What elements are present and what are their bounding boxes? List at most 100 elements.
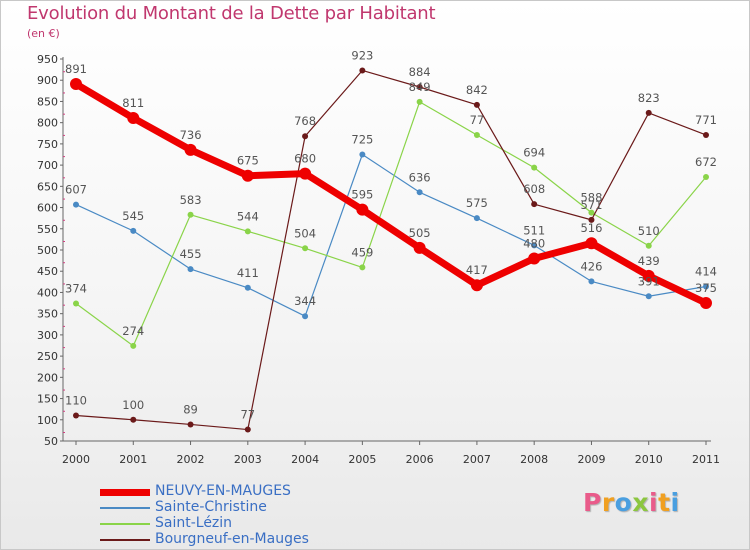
series-layer: [70, 67, 712, 433]
data-label-saint-l-zin: 544: [237, 209, 259, 223]
data-point-saint-l-zin: [187, 211, 194, 218]
data-point-sainte-christine: [645, 293, 652, 300]
legend-label: NEUVY-EN-MAUGES: [155, 483, 291, 499]
data-label-bourgneuf-en-mauges: 77: [240, 408, 255, 422]
x-tick-label: 2005: [348, 453, 376, 466]
logo-letter: i: [670, 488, 680, 517]
data-point-bourgneuf-en-mauges: [473, 101, 480, 108]
data-label-sainte-christine: 607: [65, 183, 87, 197]
data-point-saint-l-zin: [473, 131, 480, 138]
y-tick-label: 300: [37, 329, 58, 342]
data-label-bourgneuf-en-mauges: 823: [638, 91, 660, 105]
x-tick-label: 2010: [635, 453, 663, 466]
data-point-sainte-christine: [416, 189, 423, 196]
data-point-bourgneuf-en-mauges: [73, 412, 79, 419]
y-tick-label: 150: [37, 393, 58, 406]
y-tick-label: 650: [37, 180, 58, 193]
data-point-sainte-christine: [703, 283, 709, 290]
data-label-neuvy-en-mauges: 516: [580, 221, 602, 235]
x-tick-label: 2007: [463, 453, 491, 466]
data-point-saint-l-zin: [588, 209, 595, 216]
legend-item: Sainte-Christine: [100, 499, 400, 517]
data-label-neuvy-en-mauges: 480: [523, 236, 545, 250]
data-label-neuvy-en-mauges: 439: [638, 254, 660, 268]
x-tick-label: 2004: [291, 453, 319, 466]
data-point-bourgneuf-en-mauges: [359, 67, 366, 74]
data-point-sainte-christine: [359, 151, 366, 158]
data-labels-layer: 891 811 736 675 680 595 505 417 480 516 439 375 607 5…: [65, 48, 717, 421]
data-point-saint-l-zin: [531, 164, 538, 171]
series-line-sainte-christine: [75, 153, 707, 317]
data-label-sainte-christine: 426: [580, 259, 602, 273]
data-point-saint-l-zin: [645, 242, 652, 249]
data-label-bourgneuf-en-mauges: 100: [122, 398, 144, 412]
data-label-sainte-christine: 414: [695, 265, 717, 279]
logo-letter: P: [583, 488, 602, 517]
data-point-bourgneuf-en-mauges: [588, 216, 595, 223]
data-point-saint-l-zin: [416, 98, 423, 105]
data-label-saint-l-zin: 849: [409, 80, 431, 94]
data-label-bourgneuf-en-mauges: 923: [351, 48, 373, 62]
y-tick-label: 500: [37, 244, 58, 257]
y-tick-label: 800: [37, 117, 58, 130]
data-label-saint-l-zin: 510: [638, 224, 660, 238]
data-point-neuvy-en-mauges: [184, 143, 197, 156]
series-line-saint-l-zin: [75, 101, 707, 347]
data-point-sainte-christine: [73, 201, 79, 208]
data-label-bourgneuf-en-mauges: 571: [580, 198, 602, 212]
y-tick-label: 700: [37, 159, 58, 172]
legend-label: Bourgneuf-en-Mauges: [155, 531, 309, 547]
data-label-sainte-christine: 636: [409, 170, 431, 184]
data-point-neuvy-en-mauges: [470, 279, 483, 292]
logo-letter: x: [632, 488, 649, 517]
legend-swatch: [100, 488, 150, 496]
data-point-saint-l-zin: [703, 173, 709, 180]
data-label-bourgneuf-en-mauges: 89: [183, 402, 198, 416]
data-label-sainte-christine: 344: [294, 294, 316, 308]
data-label-saint-l-zin: 672: [695, 155, 717, 169]
data-label-saint-l-zin: 77: [470, 113, 485, 127]
data-point-sainte-christine: [531, 242, 538, 249]
x-tick-label: 2003: [234, 453, 262, 466]
data-point-neuvy-en-mauges: [585, 237, 598, 250]
data-point-saint-l-zin: [130, 342, 137, 349]
data-label-neuvy-en-mauges: 811: [122, 96, 144, 110]
data-label-sainte-christine: 725: [351, 133, 373, 147]
data-point-saint-l-zin: [302, 245, 309, 252]
data-label-sainte-christine: 411: [237, 266, 259, 280]
data-point-neuvy-en-mauges: [299, 167, 312, 180]
y-tick-label: 200: [37, 371, 58, 384]
data-label-sainte-christine: 545: [122, 209, 144, 223]
data-point-sainte-christine: [302, 313, 309, 320]
data-point-neuvy-en-mauges: [642, 269, 655, 282]
data-label-saint-l-zin: 274: [122, 324, 144, 338]
data-label-neuvy-en-mauges: 417: [466, 263, 488, 277]
data-label-neuvy-en-mauges: 736: [180, 128, 202, 142]
data-point-bourgneuf-en-mauges: [703, 131, 709, 138]
data-point-neuvy-en-mauges: [528, 252, 541, 265]
data-point-sainte-christine: [473, 215, 480, 222]
data-label-sainte-christine: 455: [180, 247, 202, 261]
legend-item: Bourgneuf-en-Mauges: [100, 531, 400, 549]
x-tick-label: 2002: [177, 453, 205, 466]
y-tick-label: 50: [44, 435, 58, 448]
data-point-bourgneuf-en-mauges: [130, 416, 137, 423]
x-tick-label: 2011: [692, 453, 720, 466]
data-label-neuvy-en-mauges: 675: [237, 154, 259, 168]
data-point-saint-l-zin: [244, 228, 251, 235]
legend-swatch: [100, 523, 150, 525]
data-point-sainte-christine: [244, 284, 251, 291]
data-point-sainte-christine: [588, 278, 595, 285]
y-tick-label: 100: [37, 414, 58, 427]
data-label-neuvy-en-mauges: 680: [294, 152, 316, 166]
data-label-sainte-christine: 391: [638, 274, 660, 288]
legend-swatch: [100, 507, 150, 509]
y-tick-label: 900: [37, 74, 58, 87]
proxiti-logo: Proxiti: [583, 488, 680, 517]
y-tick-label: 350: [37, 308, 58, 321]
y-tick-label: 450: [37, 265, 58, 278]
logo-letter: r: [601, 488, 615, 517]
data-label-saint-l-zin: 374: [65, 281, 87, 295]
x-tick-label: 2000: [62, 453, 90, 466]
